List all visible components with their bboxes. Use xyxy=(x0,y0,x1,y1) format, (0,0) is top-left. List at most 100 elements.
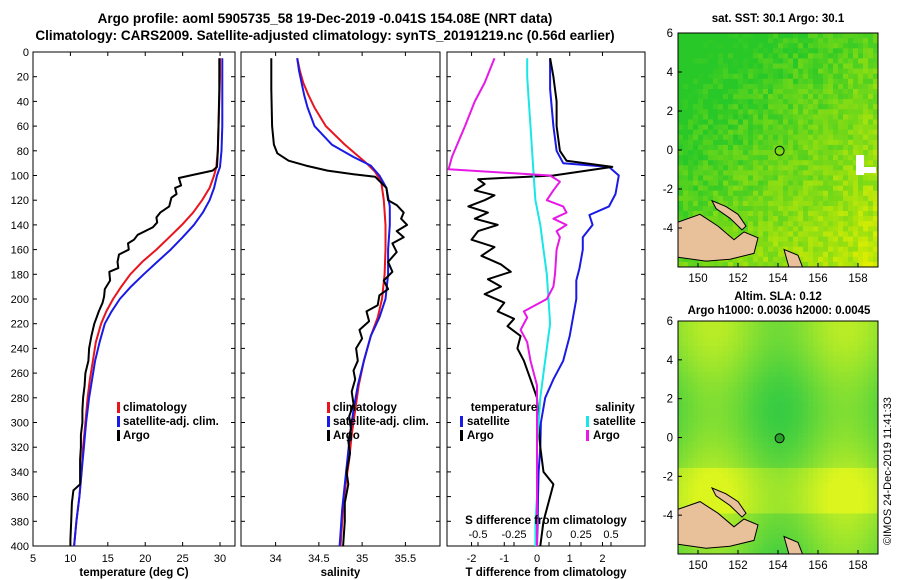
sst-map-cell xyxy=(693,206,699,212)
sst-map-cell xyxy=(698,160,704,166)
sla-map-cell xyxy=(698,548,704,554)
sla-map-cell xyxy=(783,402,789,408)
sla-map-cell xyxy=(778,473,784,479)
sla-map-cell xyxy=(863,528,869,535)
sst-map-cell xyxy=(733,160,739,166)
sst-map-cell xyxy=(778,53,784,59)
sst-map-cell xyxy=(838,38,844,44)
sst-map-cell xyxy=(868,246,874,253)
sst-map-cell xyxy=(788,83,794,90)
sla-map-cell xyxy=(738,397,744,403)
sla-map-cell xyxy=(733,427,739,434)
sla-map-cell xyxy=(828,402,834,408)
sst-map-cell xyxy=(828,144,834,151)
sla-map-cell xyxy=(833,543,839,550)
sla-map-cell xyxy=(858,508,864,515)
sla-map-cell xyxy=(808,467,814,474)
sla-map-cell xyxy=(843,508,849,515)
sst-map-cell xyxy=(818,78,824,85)
sst-map-cell xyxy=(683,43,689,49)
sst-map-cell xyxy=(808,129,814,136)
sla-map-cell xyxy=(833,548,839,554)
sla-map-cell xyxy=(788,341,794,347)
sla-map-cell xyxy=(773,417,779,423)
sst-map-cell xyxy=(848,251,854,258)
sla-map-cell xyxy=(813,488,819,494)
sst-map-cell xyxy=(723,170,729,176)
sst-map-cell xyxy=(743,38,749,44)
sst-map-cell xyxy=(773,231,779,238)
sla-map-cell xyxy=(773,488,779,494)
sla-map-cell xyxy=(818,331,824,337)
sla-map-cell xyxy=(828,386,834,393)
sst-map-cell xyxy=(773,124,779,131)
sst-map-cell xyxy=(713,114,719,121)
sst-map-cell xyxy=(733,139,739,146)
sst-map-cell xyxy=(863,73,869,80)
sla-map-cell xyxy=(838,467,844,474)
sla-map-cell xyxy=(808,402,814,408)
sst-map-cell xyxy=(763,78,769,85)
sla-map-cell xyxy=(738,478,744,484)
sla-map-cell xyxy=(873,488,878,494)
sst-map-cell xyxy=(738,261,744,267)
sla-map-cell xyxy=(798,422,804,428)
sla-map-cell xyxy=(848,503,854,509)
sla-map-cell xyxy=(678,432,684,439)
sst-map-cell xyxy=(753,170,759,176)
sst-map-cell xyxy=(818,139,824,146)
sst-map-cell xyxy=(833,43,839,49)
sla-map-cell xyxy=(803,528,809,535)
sst-map-cell xyxy=(828,38,834,44)
sst-map-cell xyxy=(808,78,814,85)
sst-map-cell xyxy=(753,48,759,54)
sla-map-cell xyxy=(688,548,694,554)
sst-map-cell xyxy=(853,261,859,267)
sst-map-cell xyxy=(843,38,849,44)
sst-map-cell xyxy=(848,246,854,253)
sla-map-cell xyxy=(843,442,849,449)
sla-map-cell xyxy=(773,483,779,489)
sst-map-cell xyxy=(858,124,864,131)
sst-map-cell xyxy=(803,175,809,182)
sla-map-cell xyxy=(753,361,759,368)
sst-map-cell xyxy=(708,78,714,85)
sst-map-cell xyxy=(738,175,744,182)
sst-map-cell xyxy=(773,114,779,121)
sla-map-cell xyxy=(833,402,839,408)
sst-map-cell xyxy=(783,175,789,182)
sla-map-cell xyxy=(678,467,684,474)
sst-map-xtick-label: 150 xyxy=(688,273,707,285)
sst-map-cell xyxy=(828,206,834,212)
sla-map-cell xyxy=(843,548,849,554)
sst-map-cell xyxy=(763,261,769,267)
sst-map-cell xyxy=(758,33,764,39)
sla-map-cell xyxy=(848,331,854,337)
sla-map-cell xyxy=(868,366,874,373)
sla-map-cell xyxy=(853,488,859,494)
sla-map-cell xyxy=(813,376,819,383)
sla-map-cell xyxy=(863,498,869,504)
sst-map-cell xyxy=(798,48,804,54)
sla-map-cell xyxy=(853,361,859,368)
sst-map-cell xyxy=(813,104,819,110)
sst-map-cell xyxy=(728,53,734,59)
sla-map-cell xyxy=(873,493,878,499)
salinity-legend-label: climatology xyxy=(333,402,398,414)
sla-map-cell xyxy=(813,381,819,388)
sst-map-cell xyxy=(753,134,759,141)
sla-map-cell xyxy=(793,336,799,342)
sla-map-cell xyxy=(808,397,814,403)
sla-map-cell xyxy=(763,437,769,444)
sst-map-cell xyxy=(708,33,714,39)
sla-map-cell xyxy=(873,457,878,464)
sst-map-cell xyxy=(723,89,729,95)
sla-map-cell xyxy=(763,402,769,408)
sla-map-cell xyxy=(698,321,704,327)
sst-map-cell xyxy=(823,216,829,222)
sla-map-cell xyxy=(803,488,809,494)
sst-map-cell xyxy=(758,251,764,258)
sla-map-cell xyxy=(833,528,839,535)
difference-line-s-argo xyxy=(447,57,568,546)
sla-map-cell xyxy=(848,498,854,504)
